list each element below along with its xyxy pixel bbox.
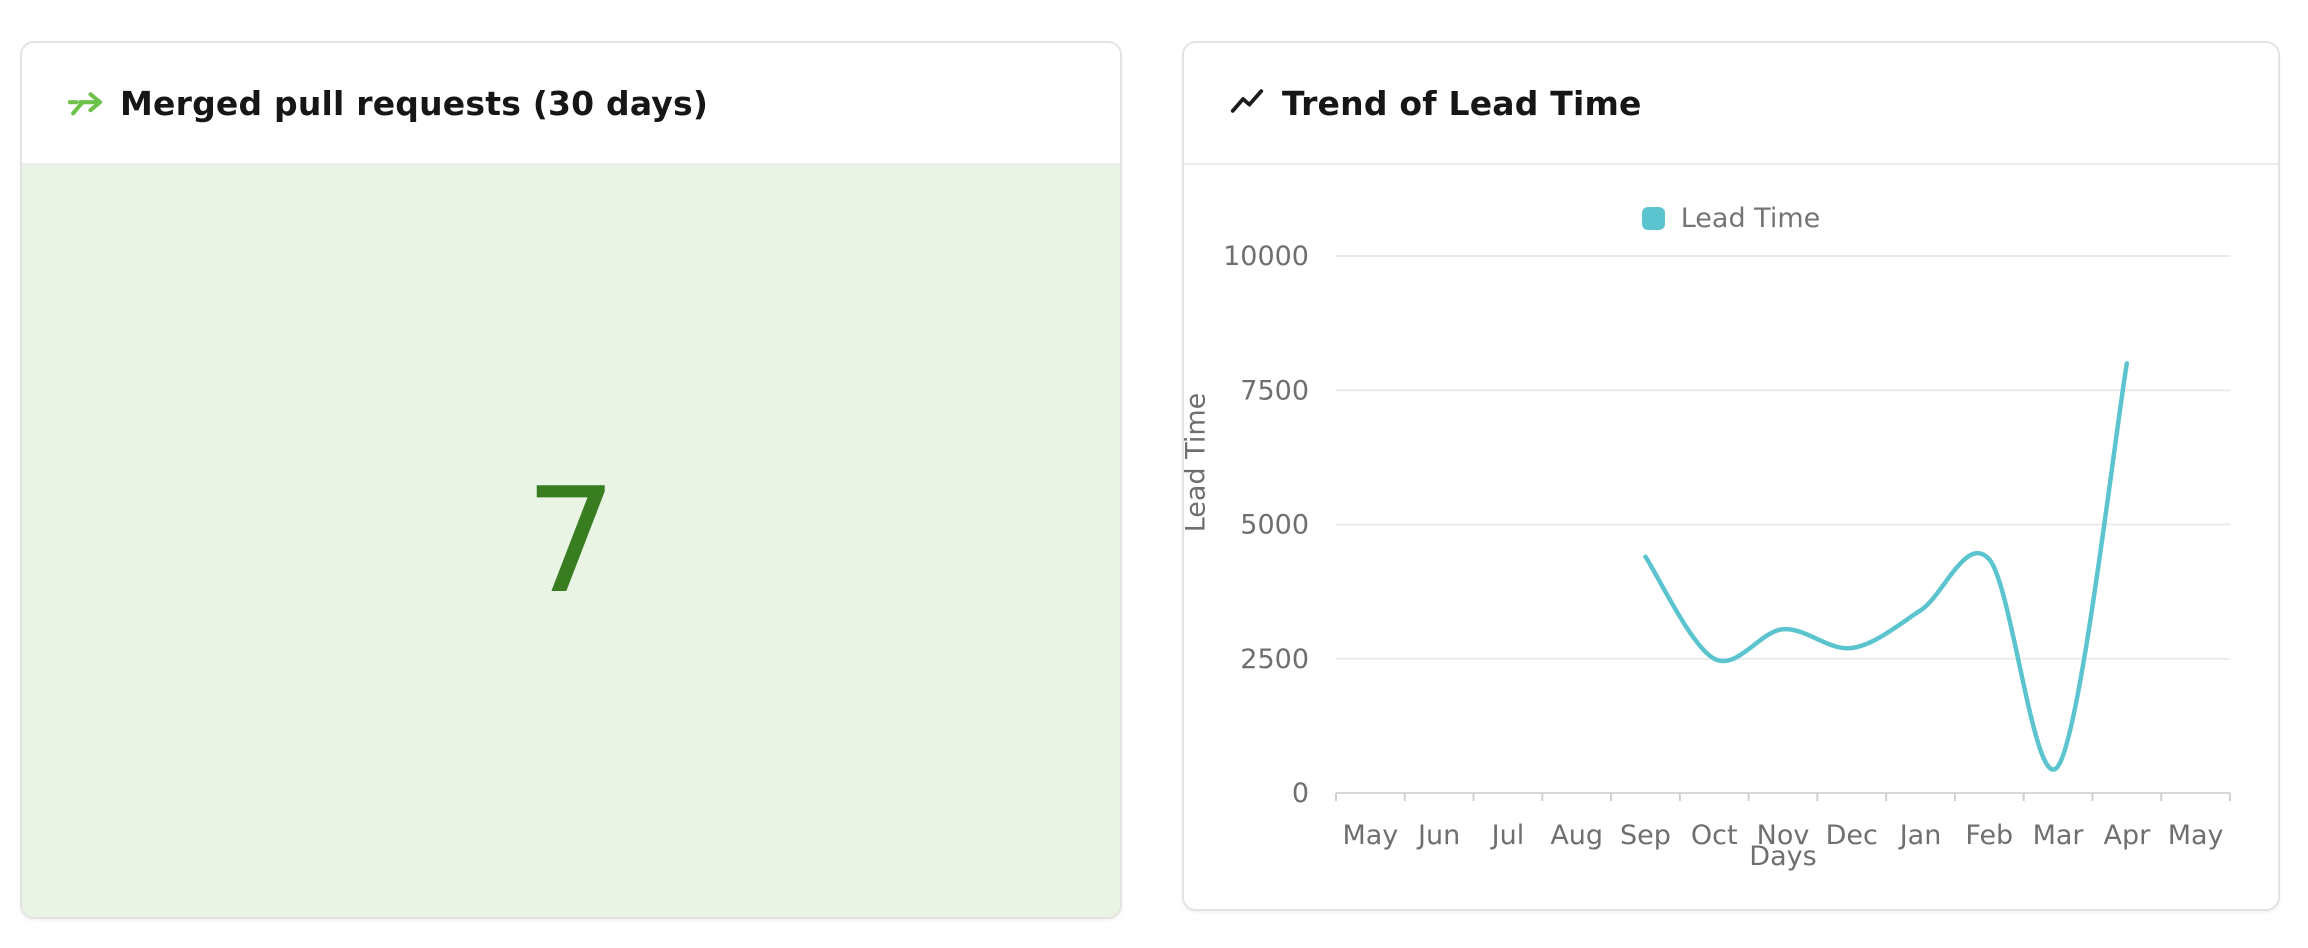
svg-text:Oct: Oct — [1691, 820, 1738, 851]
lead-time-trend-panel: Trend of Lead Time Lead Time Lead Time 0… — [1182, 41, 2280, 911]
svg-text:5000: 5000 — [1240, 510, 1309, 541]
svg-text:May: May — [1342, 820, 1398, 851]
svg-text:Jul: Jul — [1490, 820, 1525, 851]
svg-text:Aug: Aug — [1550, 820, 1603, 851]
legend-item-lead-time[interactable]: Lead Time — [1184, 203, 2278, 234]
svg-text:10000: 10000 — [1223, 241, 1309, 272]
trend-line-icon — [1230, 89, 1264, 113]
merged-pr-count-value: 7 — [524, 456, 618, 626]
svg-text:7500: 7500 — [1240, 375, 1309, 406]
x-axis-title: Days — [1749, 841, 1817, 872]
svg-text:May: May — [2168, 820, 2224, 851]
merge-arrow-icon — [67, 92, 103, 116]
svg-text:Dec: Dec — [1826, 820, 1878, 851]
legend-label: Lead Time — [1680, 203, 1821, 234]
svg-text:Apr: Apr — [2103, 820, 2151, 851]
svg-text:0: 0 — [1292, 778, 1309, 809]
panel-title: Merged pull requests (30 days) — [120, 83, 709, 123]
lead-time-chart-body: Lead Time Lead Time 0 2500 5000 7500 10000 Ma… — [1184, 165, 2278, 909]
svg-text:Sep: Sep — [1620, 820, 1671, 851]
merged-pull-requests-panel: Merged pull requests (30 days) 7 — [20, 41, 1122, 919]
svg-text:Nov: Nov — [1757, 820, 1810, 851]
svg-text:Jan: Jan — [1898, 820, 1942, 851]
merged-pull-requests-body: 7 — [22, 165, 1120, 917]
merged-pull-requests-panel-header[interactable]: Merged pull requests (30 days) — [22, 43, 1120, 165]
lead-time-trend-panel-header[interactable]: Trend of Lead Time — [1184, 43, 2278, 165]
panel-title: Trend of Lead Time — [1282, 83, 1642, 123]
legend-swatch — [1641, 207, 1665, 230]
svg-text:2500: 2500 — [1240, 644, 1309, 675]
svg-text:Jun: Jun — [1416, 820, 1460, 851]
svg-text:Mar: Mar — [2033, 820, 2085, 851]
svg-text:Feb: Feb — [1965, 820, 2013, 851]
lead-time-line-chart: 0 2500 5000 7500 10000 May Jun Jul Aug Sep Oct Nov D… — [1223, 241, 2231, 851]
